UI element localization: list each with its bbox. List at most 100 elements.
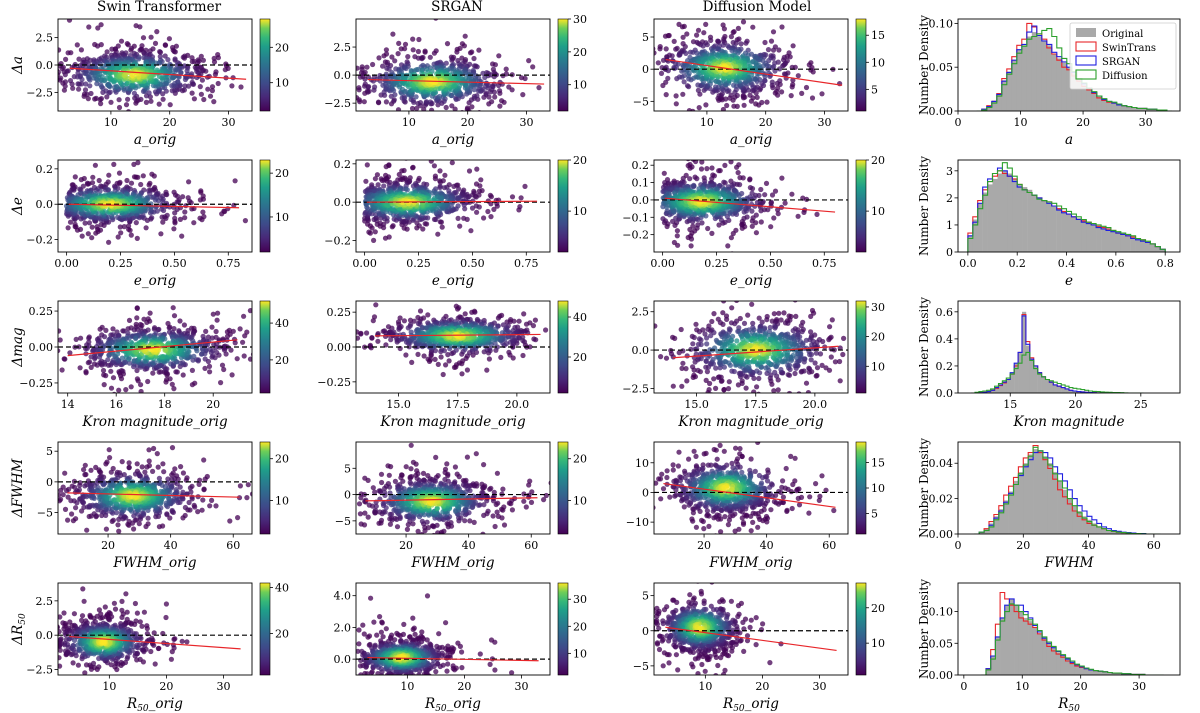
scatter-point [673,93,679,99]
scatter-point [673,101,679,107]
scatter-point [690,223,696,229]
scatter-point [118,368,125,374]
scatter-point [147,310,153,316]
y-tick-label: 0.0 [632,194,650,207]
scatter-point [694,117,699,122]
colorbar-tick-label: 20 [275,167,289,180]
scatter-point [85,181,91,187]
x-tick-label: 0.00 [650,257,675,270]
scatter-point [819,91,825,97]
scatter-point [645,48,650,53]
scatter-point [704,166,710,172]
scatter-point [670,218,676,224]
y-tick-label: 0.0 [334,196,352,209]
x-tick-label: 0.75 [216,257,241,270]
scatter-point [211,59,218,65]
scatter-point [119,355,125,361]
scatter-point [383,99,389,105]
colorbar-tick-label: 15 [871,29,885,42]
scatter-point [146,90,152,96]
scatter-point [770,29,777,35]
scatter-point [189,79,195,85]
scatter-point [488,214,494,220]
scatter-point [70,85,76,91]
scatter-point [474,209,480,215]
scatter-point [753,230,760,236]
scatter-point [413,94,419,100]
colorbar [259,18,271,112]
scatter-point [210,311,216,317]
scatter-point [138,181,144,188]
scatter-point [423,116,428,121]
scatter-point [417,100,424,106]
scatter-point [126,360,133,366]
scatter-point [642,82,647,87]
scatter-point [771,215,777,221]
x-tick-label: 20 [759,116,773,129]
scatter-point [649,52,654,57]
scatter-point [772,188,779,194]
scatter-point [46,361,51,366]
scatter-point [765,47,772,53]
scatter-point [159,202,165,208]
scatter-point [198,351,205,357]
scatter-point [483,90,489,96]
scatter-point [414,220,420,226]
scatter-point [63,56,69,63]
scatter-point [230,75,236,81]
scatter-point [157,49,164,55]
scatter-point [244,131,249,136]
scatter-point [159,214,165,220]
scatter-point [150,370,156,376]
scatter-point [197,197,203,203]
scatter-point [701,30,707,36]
scatter-point [372,84,378,90]
scatter-point [206,363,213,369]
scatter-point [90,174,96,180]
scatter-point [399,176,405,183]
scatter-point [758,219,764,225]
scatter-point [423,99,430,105]
scatter-point [769,79,775,85]
scatter-point [736,193,742,199]
scatter-point [439,224,445,230]
scatter-point [160,96,166,102]
scatter-point [726,217,732,223]
scatter-point [661,170,667,176]
x-tick-label: 10 [402,116,416,129]
scatter-point [456,186,462,192]
scatter-point [202,356,208,362]
scatter-point [742,206,748,212]
x-axis-label: a_orig [730,132,773,148]
scatter-point [117,224,123,230]
scatter-point [716,39,722,45]
scatter-point [390,223,396,229]
scatter-point [115,234,121,240]
scatter-point [476,188,482,194]
scatter-point [709,165,715,171]
scatter-point [405,54,411,60]
scatter-point [441,185,448,191]
scatter-point [207,346,213,352]
scatter-point [182,83,188,89]
scatter-point [58,75,64,81]
scatter-point [383,164,389,170]
x-tick-label: 0.00 [352,257,377,270]
scatter-point [83,81,89,87]
scatter-point [740,92,746,99]
scatter-point [177,216,183,222]
scatter-point [788,93,794,99]
scatter-point [247,308,252,314]
scatter-point [366,229,372,235]
scatter-point [116,97,122,103]
scatter-point [122,359,128,365]
scatter-point [197,394,202,399]
colorbar-tick-label: 5 [871,83,878,96]
scatter-point [644,48,649,53]
scatter-point [698,166,705,172]
scatter-point [461,43,467,49]
scatter-point [682,44,688,50]
scatter-point [115,214,121,220]
scatter-point [806,62,812,68]
scatter-point [148,34,154,40]
